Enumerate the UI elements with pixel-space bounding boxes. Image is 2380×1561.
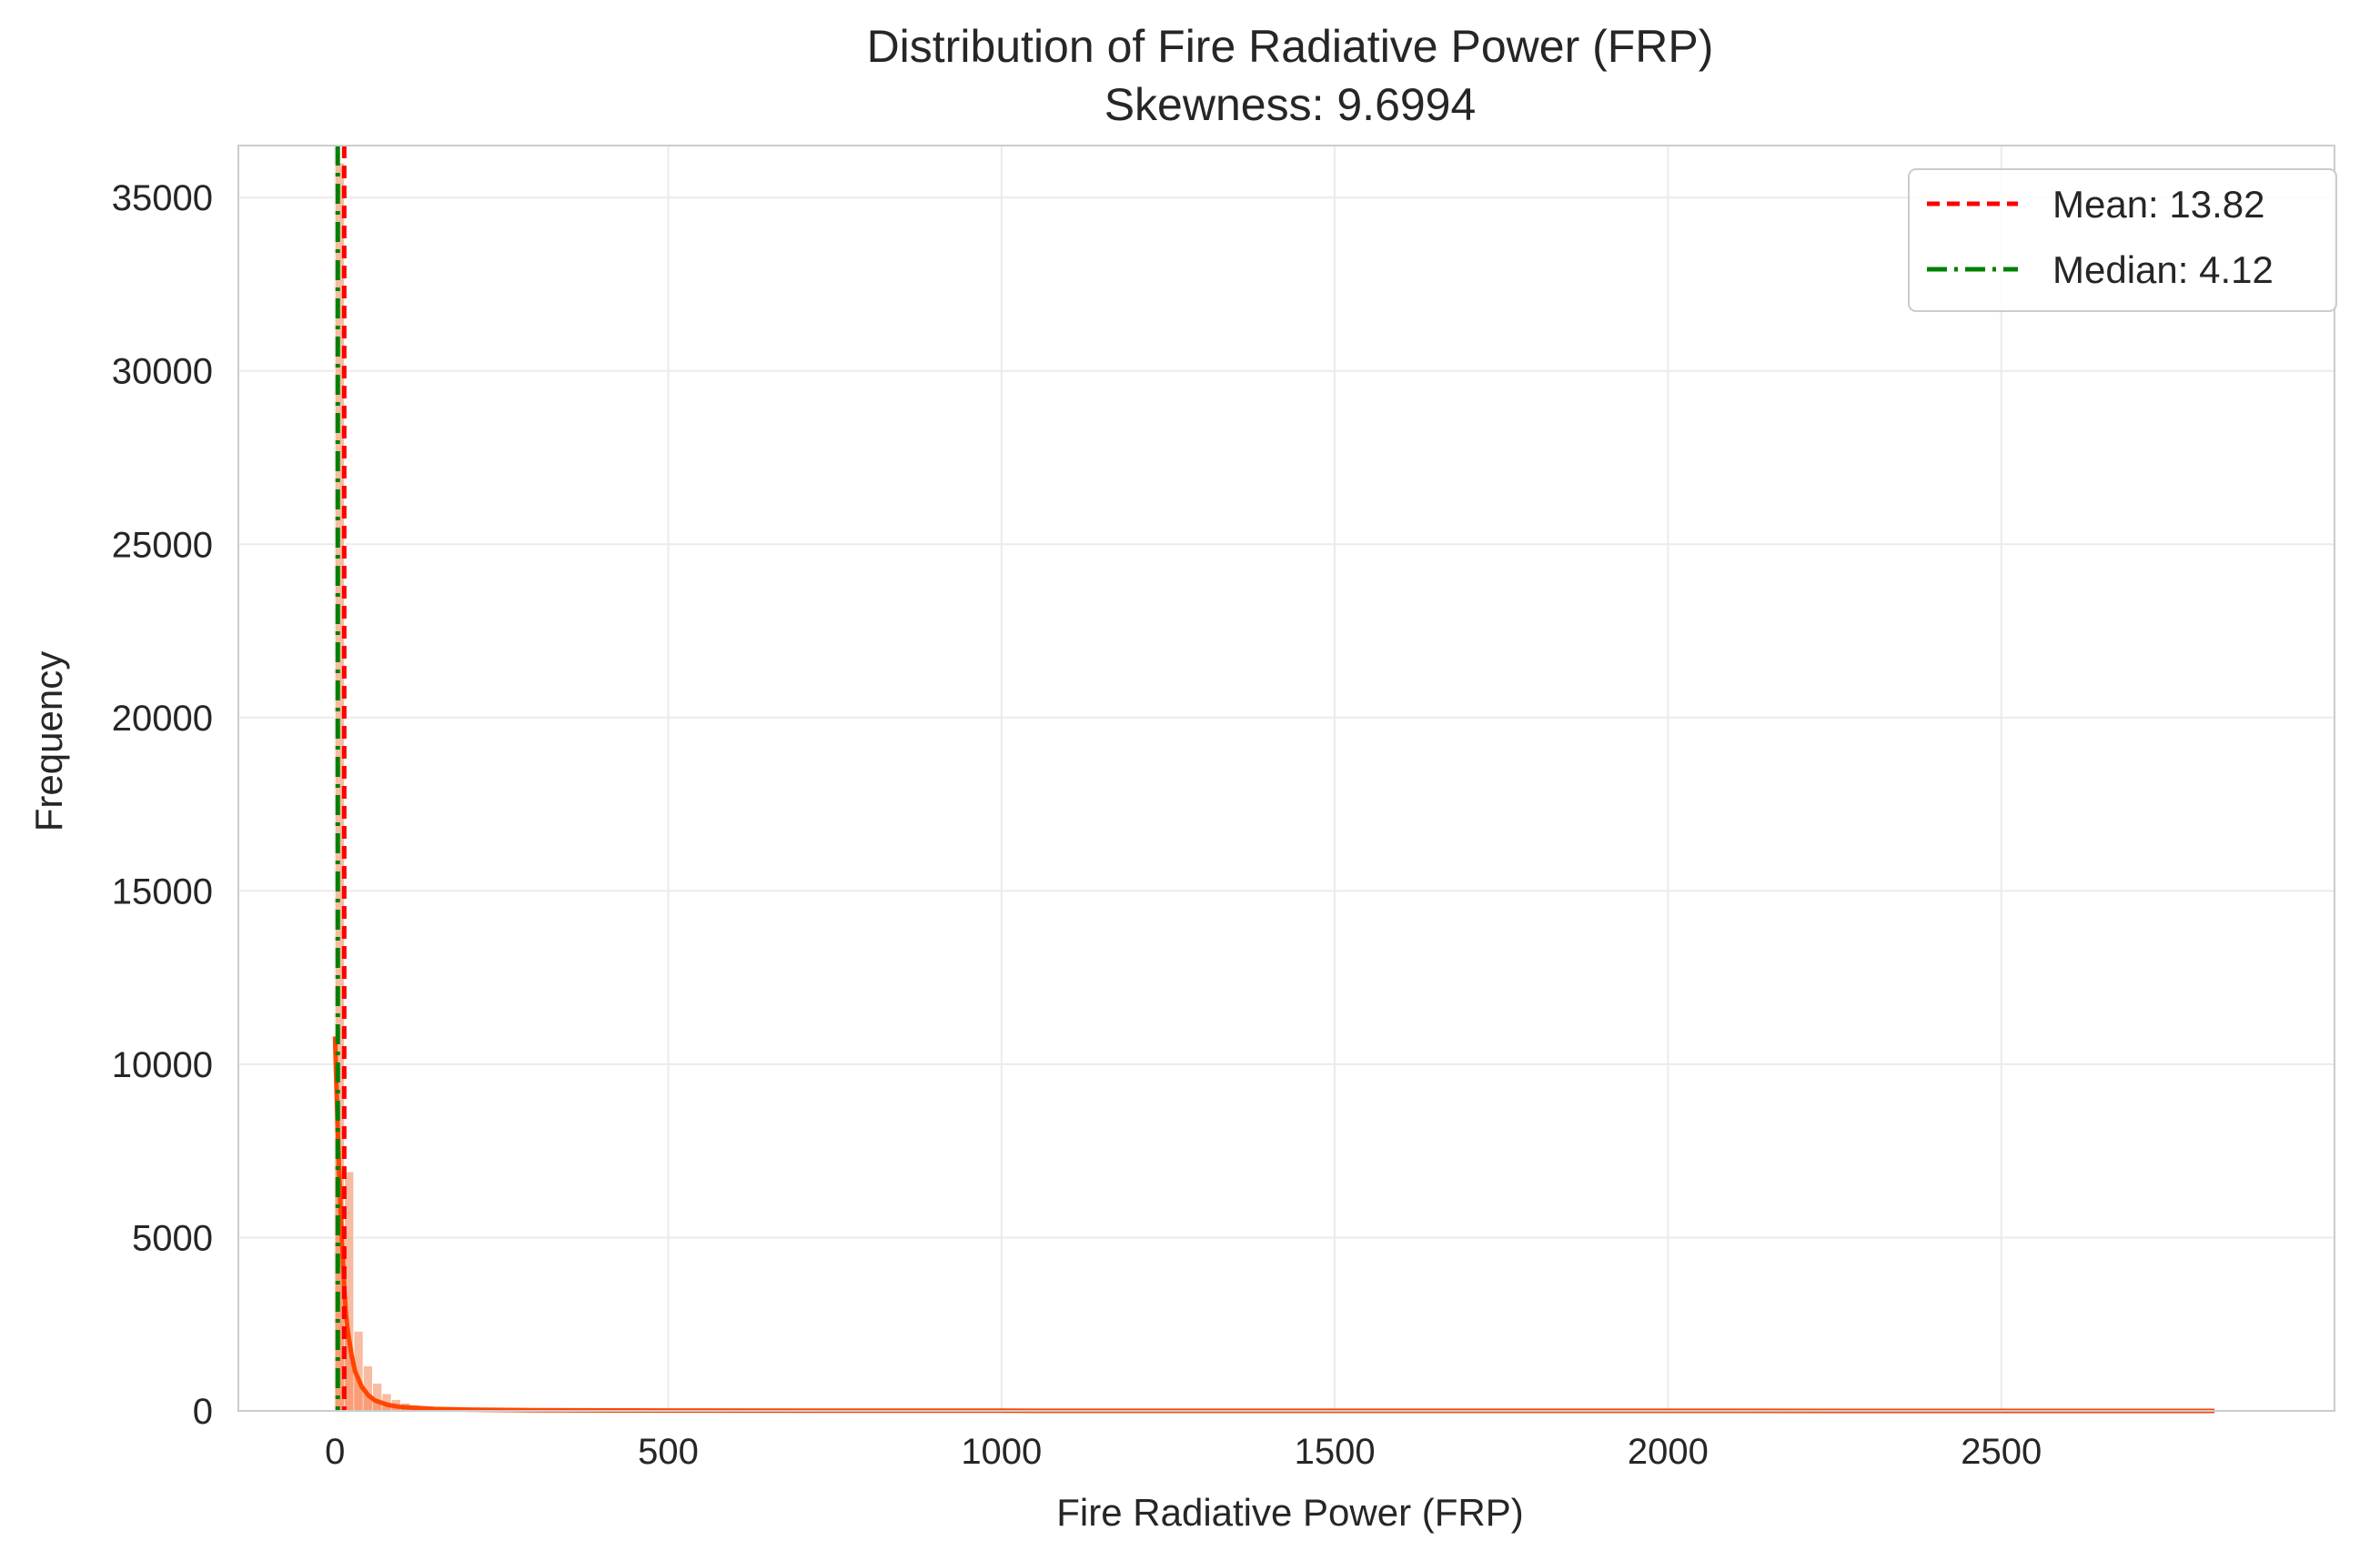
x-tick-label: 0 [325,1432,345,1472]
reference-lines [335,146,347,1411]
tick-labels: 0 500 1000 1500 2000 250005000100001500020000… [112,178,2042,1472]
y-axis-label: Frequency [27,651,70,831]
chart-title: Distribution of Fire Radiative Power (FR… [867,21,1714,72]
y-tick-label: 15000 [112,871,213,911]
legend-median-label: Median: 4.12 [2052,248,2274,291]
x-axis-label: Fire Radiative Power (FRP) [1056,1491,1523,1534]
plot-frame [237,145,2335,1412]
y-tick-label: 5000 [132,1218,213,1258]
y-tick-label: 35000 [112,178,213,218]
y-tick-label: 20000 [112,699,213,739]
x-tick-label: 2000 [1628,1432,1709,1472]
chart-subtitle: Skewness: 9.6994 [1104,79,1477,130]
grid-lines [238,146,2335,1412]
x-tick-label: 1000 [961,1432,1042,1472]
legend-mean-label: Mean: 13.82 [2052,183,2265,226]
legend: Mean: 13.82 Median: 4.12 [1908,168,2337,312]
y-tick-label: 25000 [112,525,213,565]
y-tick-label: 10000 [112,1045,213,1085]
y-tick-label: 0 [193,1392,213,1432]
x-tick-label: 500 [638,1432,699,1472]
x-tick-label: 1500 [1295,1432,1376,1472]
y-tick-label: 30000 [112,352,213,392]
x-tick-label: 2500 [1961,1432,2042,1472]
